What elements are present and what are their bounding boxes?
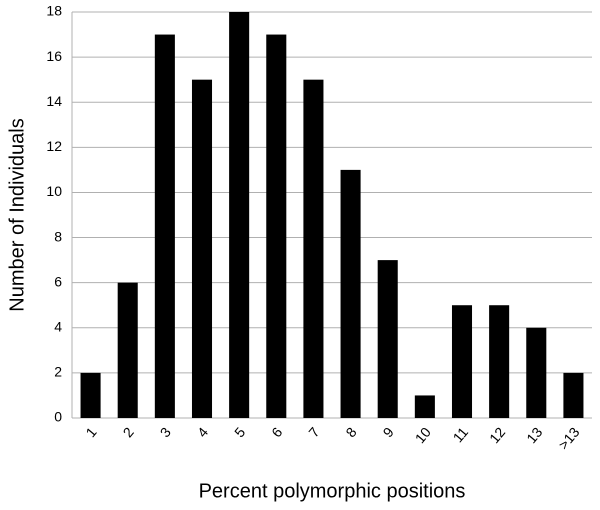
bar [117,282,138,418]
x-tick-label: >13 [555,424,583,453]
bar [414,395,435,418]
x-tick-label: 3 [157,424,174,440]
x-tick-label: 11 [450,424,472,446]
y-tick-label: 12 [46,138,62,154]
x-tick-label: 1 [82,424,99,440]
bar [489,305,510,418]
x-tick-label: 13 [523,424,545,446]
bar [377,260,398,418]
y-tick-label: 10 [46,183,62,199]
bar [526,327,547,418]
bar [154,34,175,419]
bar [191,79,213,419]
bar [80,372,101,418]
x-tick-label: 5 [231,424,248,440]
x-tick-label: 8 [342,424,359,440]
y-axis-title: Number of Individuals [6,118,28,311]
y-tick-label: 14 [46,93,62,109]
x-tick-label: 7 [305,424,322,440]
y-tick-label: 6 [54,273,62,289]
x-tick-label: 4 [194,424,211,440]
x-tick-label: 6 [268,424,285,440]
bar [451,305,473,418]
bar [563,372,584,418]
x-axis-title: Percent polymorphic positions [199,480,466,502]
x-tick-label: 2 [120,424,137,440]
y-tick-label: 2 [54,364,62,380]
bar [303,79,324,419]
y-tick-label: 0 [54,409,62,425]
y-tick-label: 16 [46,48,62,64]
y-tick-label: 18 [46,3,62,19]
x-tick-label: 10 [412,424,434,446]
bar [266,34,287,419]
bar [229,12,250,418]
y-tick-label: 4 [54,318,62,334]
x-tick-label: 9 [380,424,397,440]
x-tick-label: 12 [486,424,508,446]
bar [340,169,361,418]
y-tick-label: 8 [54,228,62,244]
